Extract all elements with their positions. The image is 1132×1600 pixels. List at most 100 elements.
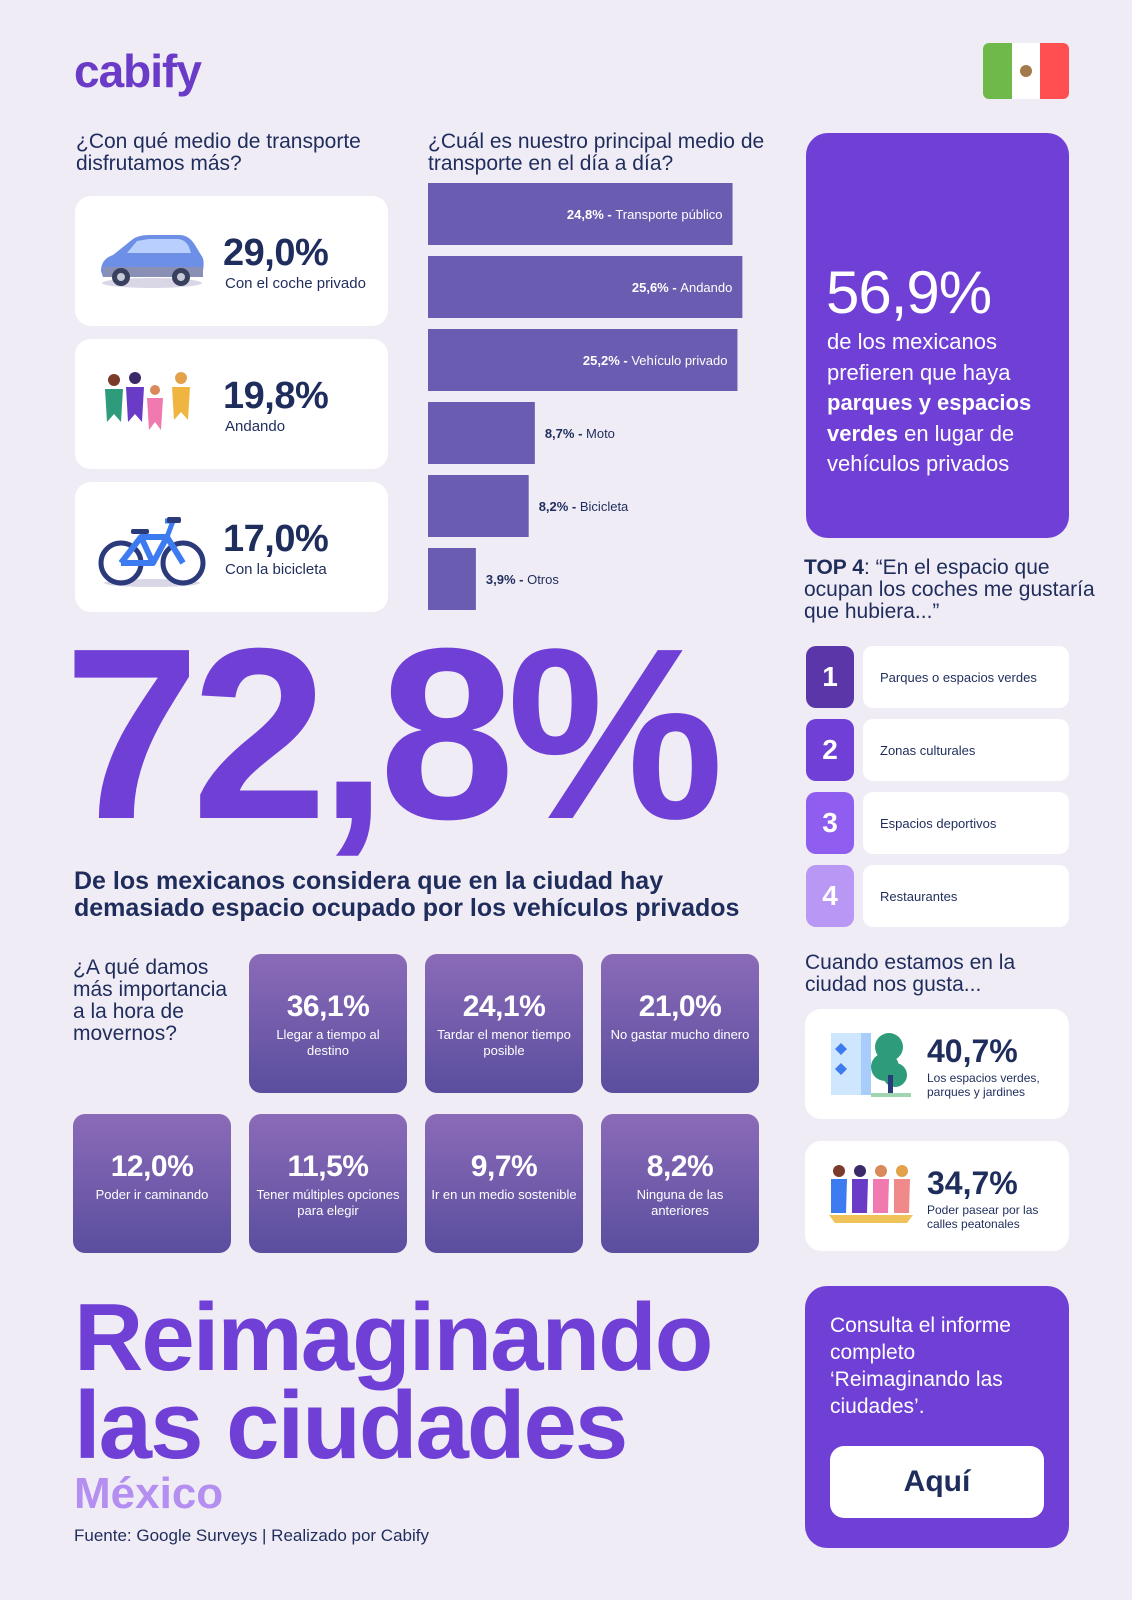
importance-label: No gastar mucho dinero: [610, 1027, 750, 1042]
top4-title-rest: : “En el espacio que ocupan los coches m…: [804, 556, 1095, 623]
top4-item-label: Zonas culturales: [863, 719, 1069, 781]
source-note: Fuente: Google Surveys | Realizado por C…: [74, 1526, 429, 1545]
mode-card-car: 29,0% Con el coche privado: [75, 196, 388, 326]
mode-label: Con la bicicleta: [225, 561, 327, 578]
importance-value: 21,0%: [638, 990, 722, 1023]
top4-item-label: Restaurantes: [863, 865, 1069, 927]
walking-people-icon: [829, 1165, 913, 1223]
bar: [428, 475, 529, 537]
importance-tile: 24,1% Tardar el menor tiempo posible: [425, 954, 583, 1093]
bar-value-label: 25,6% -: [632, 280, 680, 295]
mode-value: 29,0%: [223, 232, 329, 274]
chart-title: ¿Cuál es nuestro principal medio de tran…: [428, 130, 765, 175]
mode-value: 17,0%: [223, 518, 329, 560]
highlight-text: de los mexicanos prefieren que haya parq…: [827, 327, 1062, 480]
top4-item: 2 Zonas culturales: [806, 719, 1070, 781]
mexico-flag-icon: [983, 43, 1069, 99]
city-like-card: 40,7% Los espacios verdes, parques y jar…: [805, 1009, 1069, 1119]
city-like-label: Los espacios verdes, parques y jardines: [927, 1071, 1040, 1099]
aqui-button[interactable]: Aquí: [830, 1446, 1044, 1518]
highlight-number: 56,9%: [826, 259, 992, 326]
bar-category-label: Bicicleta: [580, 499, 629, 514]
bar-value-label: 3,9% -: [486, 572, 527, 587]
importance-value: 36,1%: [286, 990, 370, 1023]
giant-stat-text: De los mexicanos considera que en la ciu…: [74, 867, 740, 922]
top4-rank-badge: 1: [806, 646, 854, 708]
city-like-label: Poder pasear por las calles peatonales: [927, 1203, 1039, 1231]
bar-data-label: 25,6% - Andando: [632, 280, 732, 295]
importance-label: Ir en un medio sostenible: [431, 1187, 577, 1202]
top4-title-bold: TOP 4: [804, 556, 864, 579]
green-spaces-highlight-card: 56,9% de los mexicanos prefieren que hay…: [806, 133, 1069, 538]
importance-value: 11,5%: [287, 1150, 369, 1183]
mode-label: Con el coche privado: [225, 275, 366, 292]
bar-data-label: 25,2% - Vehículo privado: [583, 353, 728, 368]
importance-label: Tener múltiples opciones para elegir: [256, 1187, 400, 1218]
mode-card-bicycle: 17,0% Con la bicicleta: [75, 482, 388, 612]
importance-value: 8,2%: [646, 1150, 714, 1183]
importance-value: 9,7%: [470, 1150, 538, 1183]
bar-category-label: Transporte público: [615, 207, 722, 222]
top4-rank-badge: 4: [806, 865, 854, 927]
mode-value: 19,8%: [223, 375, 329, 417]
top4-item: 1 Parques o espacios verdes: [806, 646, 1070, 708]
bar: [428, 329, 738, 391]
transport-enjoy-question: ¿Con qué medio de transporte disfrutamos…: [76, 130, 361, 175]
city-like-card: 34,7% Poder pasear por las calles peaton…: [805, 1141, 1069, 1251]
mode-card-walking: 19,8% Andando: [75, 339, 388, 469]
importance-tile: 8,2% Ninguna de las anteriores: [601, 1114, 759, 1253]
country-label: México: [74, 1469, 224, 1518]
city-like-value: 40,7%: [927, 1033, 1018, 1069]
bar-data-label: 24,8% - Transporte público: [567, 207, 723, 222]
top4-item-label: Parques o espacios verdes: [863, 646, 1069, 708]
importance-value: 12,0%: [110, 1150, 194, 1183]
cabify-logo: cabify: [74, 45, 202, 97]
cta-text: Consulta el informe completo ‘Reimaginan…: [830, 1314, 1011, 1418]
importance-tile: 36,1% Llegar a tiempo al destino: [249, 954, 407, 1093]
bar-category-label: Vehículo privado: [631, 353, 727, 368]
top4-item-label: Espacios deportivos: [863, 792, 1069, 854]
importance-tile: 9,7% Ir en un medio sostenible: [425, 1114, 583, 1253]
bar: [428, 548, 476, 610]
bar: [428, 183, 733, 245]
bar-value-label: 25,2% -: [583, 353, 631, 368]
importance-label: Ninguna de las anteriores: [636, 1187, 724, 1218]
bar-value-label: 8,7% -: [545, 426, 586, 441]
importance-question: ¿A qué damos más importancia a la hora d…: [73, 956, 228, 1045]
report-cta-card: Consulta el informe completo ‘Reimaginan…: [805, 1286, 1069, 1548]
mode-label: Andando: [225, 418, 286, 435]
pedestrians-icon: [105, 372, 190, 430]
top4-item: 3 Espacios deportivos: [806, 792, 1070, 854]
bicycle-icon: [98, 517, 206, 587]
highlight-text-bold: parques y espacios verdes: [827, 390, 1032, 446]
park-icon: [831, 1033, 911, 1097]
bar-category-label: Otros: [527, 572, 559, 587]
bar-data-label: 8,2% - Bicicleta: [539, 499, 629, 514]
highlight-text-after: en lugar de vehículos privados: [827, 420, 1015, 477]
bar: [428, 256, 743, 318]
highlight-text-before: de los mexicanos prefieren que haya: [827, 329, 1011, 385]
car-icon: [101, 235, 204, 288]
importance-label: Tardar el menor tiempo posible: [437, 1027, 571, 1058]
importance-tile: 12,0% Poder ir caminando: [73, 1114, 231, 1253]
bar-data-label: 8,7% - Moto: [545, 426, 615, 441]
transport-bar-chart: 24,8% - Transporte público 25,6% - Andand…: [428, 183, 743, 610]
importance-label: Poder ir caminando: [95, 1187, 209, 1202]
top4-title: TOP 4: “En el espacio que ocupan los coc…: [804, 557, 1104, 623]
importance-value: 24,1%: [462, 990, 546, 1023]
city-likes-title: Cuando estamos en la ciudad nos gusta...: [805, 951, 1016, 996]
importance-label: Llegar a tiempo al destino: [276, 1027, 380, 1058]
bar-value-label: 24,8% -: [567, 207, 615, 222]
bar-data-label: 3,9% - Otros: [486, 572, 559, 587]
giant-stat-value: 72,8%: [64, 597, 724, 870]
bar: [428, 402, 535, 464]
top4-rank-badge: 3: [806, 792, 854, 854]
top4-rank-badge: 2: [806, 719, 854, 781]
footer-title-line1: Reimaginando: [74, 1284, 713, 1391]
bar-category-label: Moto: [586, 426, 615, 441]
top4-item: 4 Restaurantes: [806, 865, 1070, 927]
city-like-value: 34,7%: [927, 1165, 1018, 1201]
importance-tile: 11,5% Tener múltiples opciones para eleg…: [249, 1114, 407, 1253]
bar-category-label: Andando: [680, 280, 732, 295]
importance-tile: 21,0% No gastar mucho dinero: [601, 954, 759, 1093]
